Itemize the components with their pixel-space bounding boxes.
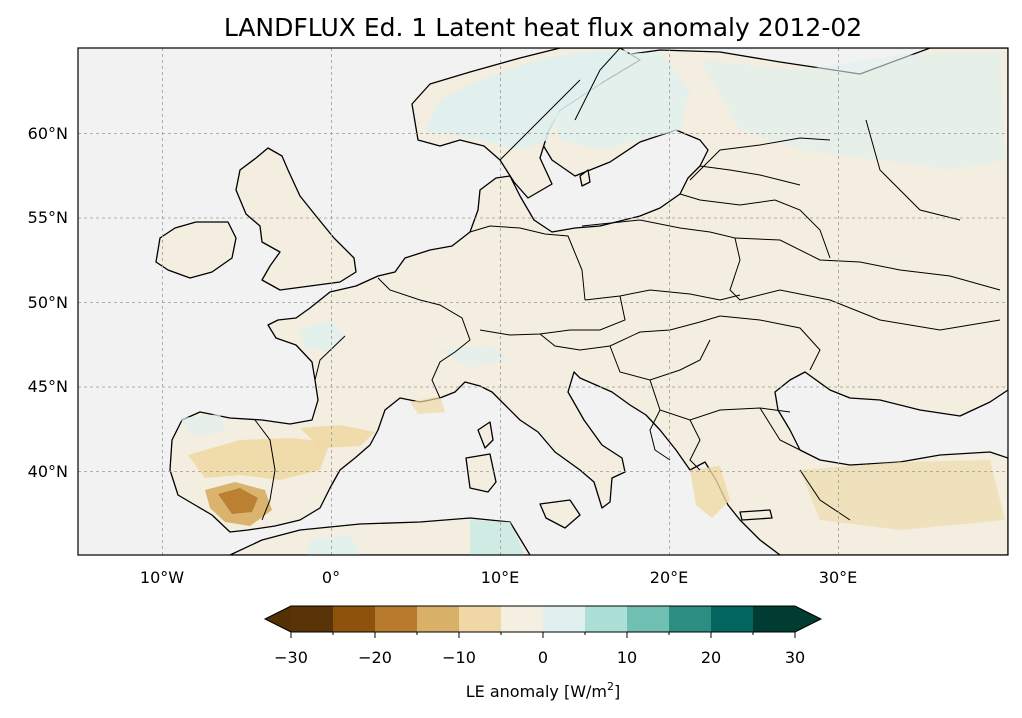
y-tick-label: 40°N: [28, 462, 68, 481]
positive-anomaly-finland: [540, 52, 690, 150]
x-tick-label: 30°E: [819, 568, 857, 587]
gridlines: [78, 48, 1008, 555]
y-tick-label: 45°N: [28, 377, 68, 396]
colorbar-bin: [291, 606, 334, 632]
colorbar-label: LE anomaly [W/m2]: [466, 680, 621, 701]
colorbar-bin: [375, 606, 418, 632]
positive-anomaly-russia: [700, 52, 1005, 170]
y-tick-labels: 40°N 45°N 50°N 55°N 60°N: [28, 124, 68, 481]
map-title: LANDFLUX Ed. 1 Latent heat flux anomaly …: [224, 13, 862, 42]
corsica-land: [477, 421, 494, 449]
colorbar-tick-label: 10: [617, 648, 637, 667]
country-borders: [254, 48, 1001, 521]
ireland-land: [155, 221, 237, 279]
positive-anomaly-algeria: [306, 534, 360, 555]
colorbar: −30 −20 −10 0 10 20 30 LE anomaly [W/m2]: [263, 605, 823, 701]
colorbar-ticks: −30 −20 −10 0 10 20 30: [274, 632, 805, 667]
positive-anomaly-po-valley: [440, 345, 510, 368]
colorbar-bin: [669, 606, 712, 632]
colorbar-bin: [585, 606, 628, 632]
negative-anomaly-spain-core: [218, 488, 258, 514]
sicily-land: [539, 499, 581, 529]
colorbar-bin: [627, 606, 670, 632]
great-britain-land: [235, 147, 357, 291]
x-tick-label: 10°E: [481, 568, 519, 587]
colorbar-bin: [753, 606, 796, 632]
sardinia-land: [465, 453, 497, 493]
negative-anomaly-ebro: [300, 425, 375, 448]
negative-anomaly-turkey: [800, 460, 1005, 530]
colorbar-over-extension: [795, 606, 821, 632]
colorbar-tick-label: 0: [538, 648, 548, 667]
positive-anomaly-france: [300, 320, 345, 352]
map-axes: 10°W 0° 10°E 20°E 30°E 40°N 45°N 50°N 55…: [28, 47, 1009, 587]
y-tick-label: 50°N: [28, 293, 68, 312]
colorbar-bin: [543, 606, 586, 632]
positive-anomaly-tunisia: [470, 520, 525, 555]
colorbar-bin: [459, 606, 502, 632]
negative-anomaly-balkans: [690, 466, 730, 518]
colorbar-bins: [291, 606, 796, 632]
anomaly-shading: [180, 50, 1005, 555]
x-tick-label: 0°: [322, 568, 340, 587]
y-tick-label: 55°N: [28, 208, 68, 227]
x-tick-label: 20°E: [650, 568, 688, 587]
negative-anomaly-spain-central: [188, 438, 330, 480]
colorbar-tick-label: 30: [785, 648, 805, 667]
colorbar-tick-label: −20: [358, 648, 392, 667]
colorbar-tick-label: 20: [701, 648, 721, 667]
colorbar-tick-label: −30: [274, 648, 308, 667]
colorbar-bin: [417, 606, 460, 632]
x-tick-labels: 10°W 0° 10°E 20°E 30°E: [140, 568, 857, 587]
continent-land: [169, 48, 1008, 555]
colorbar-bin: [501, 606, 544, 632]
y-tick-label: 60°N: [28, 124, 68, 143]
positive-anomaly-iberia-north: [180, 414, 226, 436]
map-frame: [77, 47, 1009, 556]
baltic-island-gotland: [579, 169, 591, 187]
negative-anomaly-france-south: [410, 396, 445, 414]
colorbar-under-extension: [265, 606, 291, 632]
colorbar-bin: [711, 606, 754, 632]
north-africa-land: [229, 517, 531, 555]
crete-land: [739, 509, 773, 521]
colorbar-bin: [333, 606, 376, 632]
x-tick-label: 10°W: [140, 568, 184, 587]
colorbar-tick-label: −10: [442, 648, 476, 667]
